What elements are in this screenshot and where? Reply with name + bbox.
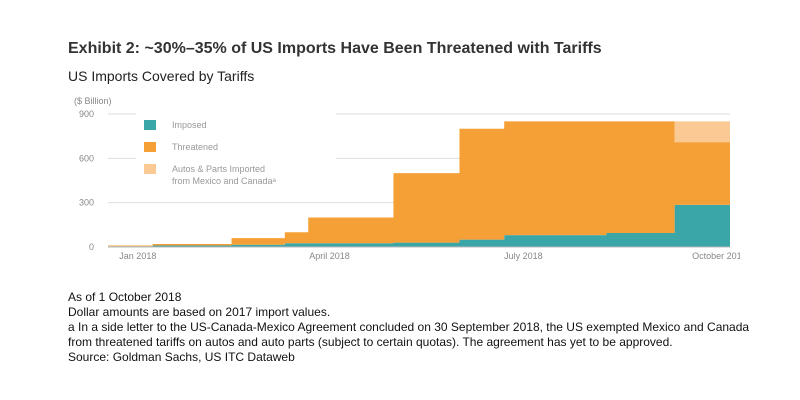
y-tick-label-300: 300: [79, 198, 94, 208]
y-tick-label-0: 0: [89, 242, 94, 252]
note-as-of: As of 1 October 2018: [68, 290, 182, 304]
chart-title: Exhibit 2: ~30%–35% of US Imports Have B…: [68, 40, 602, 57]
y-tick-label-600: 600: [79, 153, 94, 163]
note-dollar-basis: Dollar amounts are based on 2017 import …: [68, 305, 331, 319]
legend-swatch-autos: [144, 164, 156, 174]
footnotes: As of 1 October 2018 Dollar amounts are …: [68, 290, 768, 365]
legend-background: [136, 112, 336, 188]
y-tick-label-900: 900: [79, 109, 94, 119]
y-axis-unit-label: ($ Billion): [74, 96, 112, 106]
x-tick-label-1: April 2018: [309, 251, 350, 261]
legend-label-imposed: Imposed: [172, 120, 207, 130]
note-source: Source: Goldman Sachs, US ITC Dataweb: [68, 350, 295, 364]
x-tick-label-0: Jan 2018: [119, 251, 156, 261]
area-threatened: [108, 121, 730, 247]
x-tick-label-3: October 2018: [692, 251, 740, 261]
chart-subtitle: US Imports Covered by Tariffs: [68, 68, 255, 84]
tariffs-area-chart: ($ Billion) 0 300 600 900 Jan 2018 April 2018 J…: [74, 96, 740, 261]
x-tick-label-2: July 2018: [504, 251, 543, 261]
legend-label-autos: Autos & Parts Imported: [172, 164, 265, 174]
legend-swatch-imposed: [144, 120, 156, 130]
legend-swatch-threatened: [144, 142, 156, 152]
legend-label-threatened: Threatened: [172, 142, 218, 152]
legend-label-autos-line2: from Mexico and Canadaᵃ: [172, 176, 277, 186]
area-imposed: [108, 204, 730, 247]
note-side-letter: a In a side letter to the US-Canada-Mexi…: [68, 320, 750, 349]
